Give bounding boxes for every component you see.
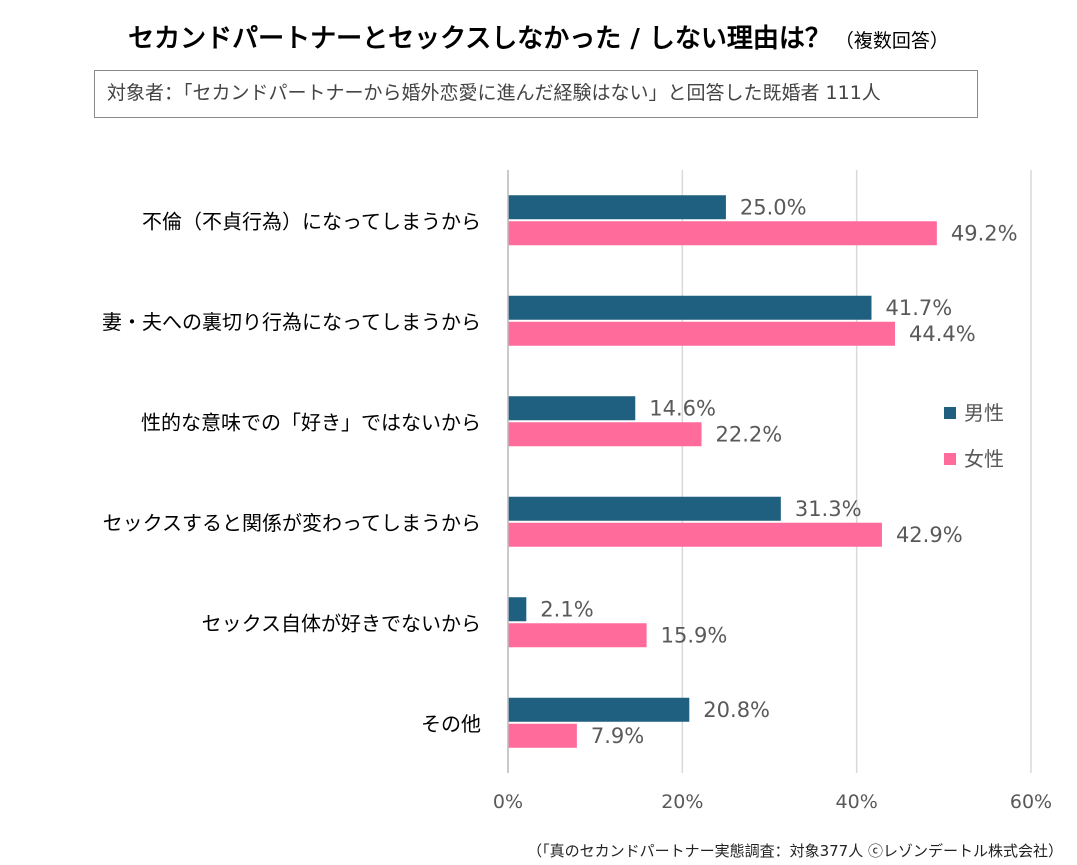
bar-female [508, 422, 702, 447]
data-label: 7.9% [591, 724, 644, 748]
bar-male [508, 697, 690, 722]
data-label: 20.8% [703, 698, 770, 722]
x-tick-label: 20% [661, 791, 703, 813]
x-tick-label: 0% [493, 791, 523, 813]
x-tick-label: 60% [1010, 791, 1052, 813]
data-label: 2.1% [540, 597, 593, 621]
chart-title: セカンドパートナーとセックスしなかった / しない理由は？ （複数回答） [0, 18, 1077, 55]
category-label: 妻・夫への裏切り行為になってしまうから [102, 310, 481, 334]
data-label: 42.9% [896, 523, 963, 547]
bar-female [508, 522, 882, 547]
bar-female [508, 623, 647, 648]
data-label: 31.3% [795, 497, 862, 521]
chart-title-note: （複数回答） [834, 30, 949, 52]
category-label: その他 [421, 712, 481, 736]
legend-swatch [944, 407, 956, 419]
bar-female [508, 221, 937, 246]
category-label: 性的な意味での「好き」ではないから [141, 410, 481, 434]
bar-male [508, 295, 872, 320]
bar-female [508, 723, 577, 748]
category-label: 不倫（不貞行為）になってしまうから [142, 209, 481, 233]
data-label: 15.9% [661, 623, 728, 647]
bar-male [508, 396, 636, 421]
data-label: 25.0% [740, 195, 807, 219]
bar-female [508, 321, 896, 346]
data-label: 22.2% [716, 422, 783, 446]
source-note: （「真のセカンドパートナー実態調査：対象377人 ⓒレゾンデートル株式会社） [527, 842, 1063, 860]
bar-male [508, 496, 781, 521]
legend-label: 男性 [964, 401, 1004, 425]
x-tick-label: 40% [836, 791, 878, 813]
subject-box: 対象者：「セカンドパートナーから婚外恋愛に進んだ経験はない」と回答した既婚者 1… [94, 70, 978, 118]
chart-title-main: セカンドパートナーとセックスしなかった / しない理由は？ [128, 24, 831, 54]
data-label: 49.2% [951, 221, 1018, 245]
legend-swatch [944, 453, 956, 465]
category-label: セックス自体が好きでないから [202, 611, 481, 635]
bar-male [508, 195, 726, 220]
bar-male [508, 597, 527, 622]
data-label: 14.6% [649, 396, 716, 420]
data-label: 44.4% [909, 322, 976, 346]
category-label: セックスすると関係が変わってしまうから [103, 511, 481, 535]
data-label: 41.7% [885, 296, 952, 320]
legend-label: 女性 [964, 447, 1004, 471]
